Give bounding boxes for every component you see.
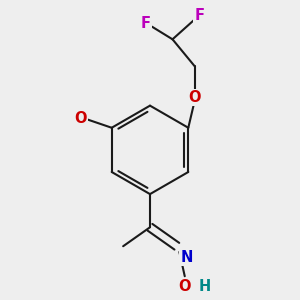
Text: F: F [141, 16, 151, 31]
Text: N: N [181, 250, 193, 265]
Text: O: O [74, 111, 86, 126]
Text: F: F [194, 8, 204, 23]
Text: O: O [178, 279, 190, 294]
Text: H: H [199, 279, 211, 294]
Text: O: O [188, 90, 201, 105]
